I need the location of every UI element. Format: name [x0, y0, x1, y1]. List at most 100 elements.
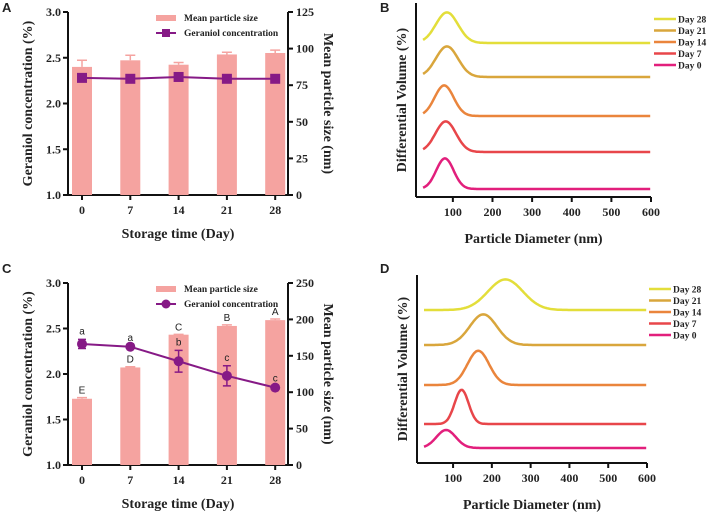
y2-tick-label: 150 [296, 349, 314, 363]
legend-label: Day 21 [678, 27, 706, 37]
x-tick-label: 14 [173, 473, 185, 487]
y2-tick-label: 0 [296, 188, 302, 202]
legend-label: Mean particle size [184, 285, 258, 295]
panel-d-chart: 100 200 300 400 500 600 Particle Diameter (nm)… [396, 275, 701, 513]
distribution-curve-day-14 [422, 84, 651, 118]
y2-tick-label: 50 [296, 422, 308, 436]
line-significance-letter: a [79, 326, 85, 337]
line-point [77, 72, 87, 83]
legend-label: Day 7 [673, 320, 697, 330]
x-axis-title: Storage time (Day) [122, 497, 235, 512]
x-tick-label: 600 [642, 205, 660, 219]
y2-tick-label: 100 [296, 42, 314, 56]
bar-error-bar [125, 54, 136, 61]
bar [265, 52, 286, 195]
y-tick-label: 1.5 [46, 413, 61, 427]
y-tick-label: 3.0 [46, 276, 61, 290]
legend-label: Geraniol concentration [184, 29, 279, 39]
y2-tick-label: 25 [296, 151, 308, 165]
x-tick-label: 14 [173, 203, 185, 217]
x-tick-label: 7 [127, 473, 133, 487]
bar [216, 54, 237, 196]
y2-axis-title: Mean particle size (nm) [320, 33, 335, 174]
line-significance-letter: c [273, 374, 278, 385]
y2-tick-label: 250 [296, 276, 314, 290]
x-axis-title: Particle Diameter (nm) [463, 498, 601, 513]
y2-axis-title: Mean particle size (nm) [320, 303, 335, 444]
y2-tick-label: 0 [296, 458, 302, 472]
y2-tick-label: 50 [296, 115, 308, 129]
x-tick-label: 21 [221, 203, 233, 217]
bar [168, 64, 189, 195]
bar-error-bar [221, 51, 232, 55]
panel-label-d: D [380, 261, 389, 276]
legend-label: Day 21 [673, 297, 701, 307]
legend-label: Day 0 [678, 62, 702, 72]
legend-label: Day 28 [678, 16, 706, 26]
y-tick-label: 2.0 [46, 97, 61, 111]
bar-significance-letter: B [224, 313, 231, 324]
x-tick-label: 300 [523, 205, 541, 219]
legend-label: Day 0 [673, 332, 697, 342]
distribution-curve-day-0 [422, 157, 651, 191]
panel-b-chart: 100 200 300 400 500 600 Particle Diameter (nm)… [395, 3, 706, 247]
x-tick-label: 7 [127, 203, 133, 217]
panel-a-chart: 1.0 1.5 2.0 2.5 3.0 0 25 50 75 100 125 0 7 14 21 28 Stor… [21, 5, 335, 242]
x-tick-label: 100 [444, 471, 462, 485]
line-point [173, 71, 184, 82]
x-tick-label: 28 [269, 473, 281, 487]
y-axis-title: Geraniol concentration (%) [21, 20, 36, 186]
x-axis-title: Storage time (Day) [122, 227, 235, 242]
y-tick-label: 2.5 [46, 322, 61, 336]
bar-error-bar [173, 61, 184, 65]
bar-significance-letter: D [127, 355, 134, 366]
line-point [221, 370, 232, 381]
line-point [270, 382, 281, 393]
bar [168, 334, 189, 465]
x-tick-label: 0 [79, 203, 85, 217]
bar-error-bar [270, 49, 281, 53]
legend-bar-swatch [156, 286, 176, 292]
line-point [270, 73, 281, 84]
y2-tick-label: 125 [296, 5, 314, 19]
legend-marker [161, 299, 171, 309]
y-tick-label: 1.0 [46, 188, 61, 202]
bar-error-bar [125, 365, 136, 368]
distribution-curve-day-21 [424, 313, 647, 347]
x-tick-label: 100 [444, 205, 462, 219]
bar-error-bar [221, 324, 232, 326]
bar-significance-letter: E [79, 386, 86, 397]
bar [216, 325, 237, 465]
bar-significance-letter: A [272, 307, 279, 318]
x-tick-label: 500 [599, 471, 617, 485]
legend-label: Day 28 [673, 286, 701, 296]
line-significance-letter: a [128, 333, 134, 344]
bar-error-bar [270, 318, 281, 321]
x-tick-label: 21 [221, 473, 233, 487]
y-axis-title: Differential Volume (%) [395, 27, 410, 172]
panel-c-chart: 1.0 1.5 2.0 2.5 3.0 0 50 100 150 200 250 0 7 14 21 28 St… [21, 276, 335, 512]
y-tick-label: 2.0 [46, 367, 61, 381]
x-tick-label: 400 [560, 471, 578, 485]
panel-label-c: C [2, 261, 12, 276]
panel-label-b: B [380, 0, 389, 15]
distribution-curve-day-28 [424, 278, 647, 312]
legend-marker [162, 29, 170, 37]
line-point [125, 341, 136, 352]
distribution-curve-day-0 [423, 428, 647, 450]
line-significance-letter: b [176, 337, 182, 348]
distribution-curve-day-21 [422, 45, 651, 79]
legend-label: Day 7 [678, 50, 702, 60]
line-point [173, 356, 184, 367]
y-axis-title: Geraniol concentration (%) [21, 291, 36, 457]
y2-tick-label: 75 [296, 78, 308, 92]
x-tick-label: 28 [269, 203, 281, 217]
x-tick-label: 300 [522, 471, 540, 485]
legend-label: Day 14 [673, 309, 701, 319]
y-tick-label: 1.5 [46, 142, 61, 156]
line-point [125, 73, 136, 84]
legend-label: Geraniol concentration [184, 300, 279, 310]
x-tick-label: 400 [563, 205, 581, 219]
line-point [77, 338, 87, 349]
x-tick-label: 200 [483, 471, 501, 485]
